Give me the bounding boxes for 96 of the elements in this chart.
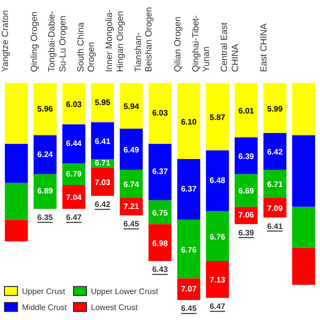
legend-label: Upper Crust bbox=[22, 286, 66, 296]
annotation: 6.71 bbox=[267, 180, 284, 190]
annotation: 6.42 bbox=[94, 200, 111, 210]
bar bbox=[263, 132, 286, 170]
annotation: 6.24 bbox=[37, 150, 54, 159]
x-tick-label: Central East CHINA bbox=[219, 22, 240, 72]
bar bbox=[292, 206, 316, 248]
annotation: 6.47 bbox=[210, 302, 226, 312]
annotation: 7.13 bbox=[210, 276, 226, 285]
bar bbox=[4, 182, 28, 220]
bar bbox=[62, 124, 86, 164]
legend-label: Lowest Crust bbox=[90, 302, 138, 312]
bar bbox=[148, 224, 172, 261]
annotation: 5.96 bbox=[37, 104, 54, 114]
bar bbox=[292, 83, 316, 136]
annotation: 6.37 bbox=[180, 184, 198, 194]
annotation: 5.87 bbox=[210, 112, 226, 122]
annotation: 7.04 bbox=[66, 193, 82, 202]
bar bbox=[148, 83, 172, 144]
legend-label: Upper Lower Crust bbox=[90, 286, 158, 296]
annotation: 6.45 bbox=[123, 220, 140, 229]
annotation: 6.49 bbox=[123, 146, 140, 155]
bar bbox=[34, 83, 57, 136]
annotation: 6.71 bbox=[94, 158, 111, 168]
x-tick-label: Qinghai-Tibet-Yunan bbox=[190, 15, 212, 72]
annotation: 6.89 bbox=[37, 186, 54, 196]
bar bbox=[4, 83, 28, 144]
bar bbox=[177, 83, 200, 159]
bar bbox=[263, 83, 286, 133]
annotation: 6.35 bbox=[37, 213, 54, 222]
bar bbox=[91, 83, 114, 122]
bar bbox=[148, 200, 172, 224]
annotation: 6.69 bbox=[238, 186, 255, 196]
bar bbox=[4, 144, 28, 183]
x-tick-label: Yangtze Craton bbox=[0, 10, 10, 72]
annotation: 6.44 bbox=[66, 138, 82, 148]
bar bbox=[62, 83, 86, 124]
annotation: 5.99 bbox=[267, 104, 284, 114]
annotation: 6.39 bbox=[238, 228, 255, 238]
annotation: 6.76 bbox=[210, 232, 226, 242]
bar bbox=[206, 260, 229, 298]
annotation: 6.03 bbox=[66, 100, 82, 109]
x-tick-label: Tianshan-Beishan Orogen bbox=[132, 6, 154, 72]
bar bbox=[120, 170, 143, 198]
annotation: 6.74 bbox=[123, 180, 140, 190]
bar bbox=[177, 158, 200, 220]
annotation: 6.41 bbox=[267, 222, 284, 231]
annotation: 6.39 bbox=[238, 152, 255, 162]
bar bbox=[234, 83, 258, 138]
annotation: 6.98 bbox=[152, 238, 168, 248]
bar bbox=[62, 185, 86, 209]
annotation: 7.09 bbox=[267, 204, 284, 214]
bar bbox=[234, 174, 258, 207]
annotation: 6.43 bbox=[152, 265, 168, 274]
bar bbox=[4, 220, 28, 242]
bar bbox=[91, 168, 114, 196]
bar bbox=[177, 220, 200, 278]
annotation: 5.95 bbox=[94, 98, 111, 107]
bar bbox=[292, 135, 316, 207]
annotation: 6.75 bbox=[152, 208, 168, 218]
bar bbox=[234, 137, 258, 174]
x-tick-label: Qilian Orogen bbox=[172, 16, 182, 72]
bar bbox=[34, 135, 57, 174]
legend-label: Middle Crust bbox=[22, 302, 67, 312]
bar bbox=[206, 150, 229, 212]
annotation: 6.79 bbox=[66, 169, 82, 178]
annotation: 5.94 bbox=[123, 102, 140, 112]
x-tick-label: Inner Mongolia-Hingan Orogen bbox=[104, 9, 125, 72]
bar bbox=[206, 83, 229, 150]
bar bbox=[206, 211, 229, 261]
annotation: 6.10 bbox=[180, 117, 198, 126]
annotation: 6.45 bbox=[180, 304, 198, 314]
annotation: 7.06 bbox=[238, 210, 255, 220]
annotation: 7.03 bbox=[94, 178, 111, 188]
annotation: 6.47 bbox=[66, 213, 82, 222]
annotation: 6.48 bbox=[210, 176, 226, 185]
annotation: 6.03 bbox=[152, 108, 168, 118]
bar bbox=[120, 83, 143, 129]
annotation: 6.76 bbox=[180, 245, 198, 254]
bar bbox=[177, 278, 200, 300]
x-tick-label: East CHINA bbox=[258, 24, 269, 72]
annotation: 6.41 bbox=[94, 136, 111, 146]
annotation: 6.37 bbox=[152, 167, 168, 176]
bar bbox=[292, 248, 316, 285]
bar bbox=[34, 174, 57, 209]
x-tick-label: Qinling Orogen bbox=[28, 11, 39, 72]
bar bbox=[120, 128, 143, 170]
annotation: 7.21 bbox=[123, 202, 140, 211]
annotation: 6.42 bbox=[267, 148, 284, 157]
annotation: 6.01 bbox=[238, 106, 255, 116]
bar bbox=[91, 122, 114, 159]
x-tick-label: Tongbai-Dabie-Su-Lu Orogen bbox=[46, 10, 68, 72]
x-tick-label: South China Orogen bbox=[75, 22, 96, 72]
bar bbox=[263, 170, 286, 198]
annotation: 7.07 bbox=[180, 284, 198, 294]
bar bbox=[148, 144, 172, 200]
